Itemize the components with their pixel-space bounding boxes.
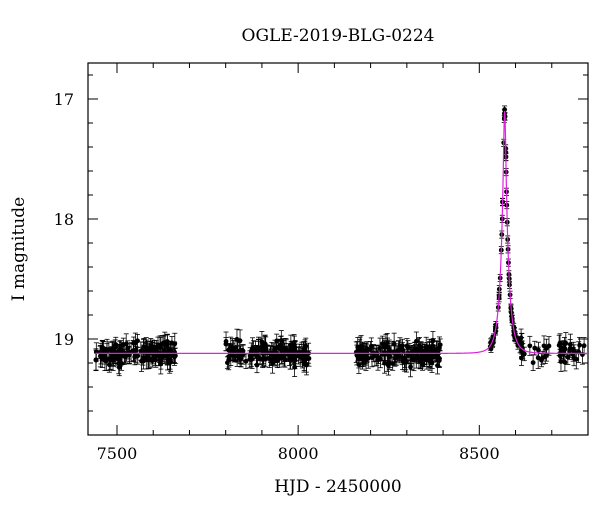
data-point [535,341,541,359]
data-point [429,342,435,359]
data-point [263,336,269,359]
data-point [223,331,229,352]
data-point [251,340,257,357]
plot-frame [87,62,589,436]
x-axis-label: HJD - 2450000 [274,477,402,497]
data-point [521,346,527,362]
data-point [231,349,237,363]
data-point [237,329,243,352]
data-point [359,344,365,368]
data-point [435,348,441,366]
data-point [161,348,167,365]
data-point [274,346,280,366]
data-point [131,336,137,350]
y-tick-label: 19 [54,330,74,349]
tick-labels: 7500 8000 8500 17 18 19 [54,90,500,463]
data-point [296,347,302,365]
data-point [557,348,563,363]
y-tick-label: 17 [54,90,74,109]
data-point [104,338,110,361]
data-point [426,338,432,355]
data-point [561,340,567,363]
model-curve [95,110,588,354]
data-point [422,343,428,358]
data-point [113,345,119,366]
axis-ticks [88,63,588,435]
data-point [368,337,374,356]
data-point [240,344,246,358]
data-points [93,105,587,378]
data-point [291,342,297,359]
data-point [152,340,158,355]
data-point [259,337,265,356]
data-point [138,350,144,372]
y-tick-label: 18 [54,210,74,229]
x-tick-label: 7500 [97,444,138,463]
data-point [283,338,289,360]
data-point [581,337,587,355]
data-point [125,340,131,356]
data-point [530,354,536,371]
data-point [422,351,428,368]
y-axis-label: I magnitude [9,197,29,301]
data-point [135,333,141,348]
data-point [567,342,573,360]
data-point [356,355,362,374]
data-point [303,337,309,355]
data-point [544,348,550,362]
data-point [279,341,285,358]
data-point [404,350,410,373]
data-point [538,353,544,368]
data-point [169,347,175,364]
data-point [374,345,380,367]
chart-title: OGLE-2019-BLG-0224 [242,26,435,46]
x-tick-label: 8000 [278,444,319,463]
data-point [162,334,168,351]
data-point [141,338,147,357]
data-point [109,341,115,362]
x-tick-label: 8500 [459,444,500,463]
data-point [518,328,524,348]
data-point [381,337,387,353]
